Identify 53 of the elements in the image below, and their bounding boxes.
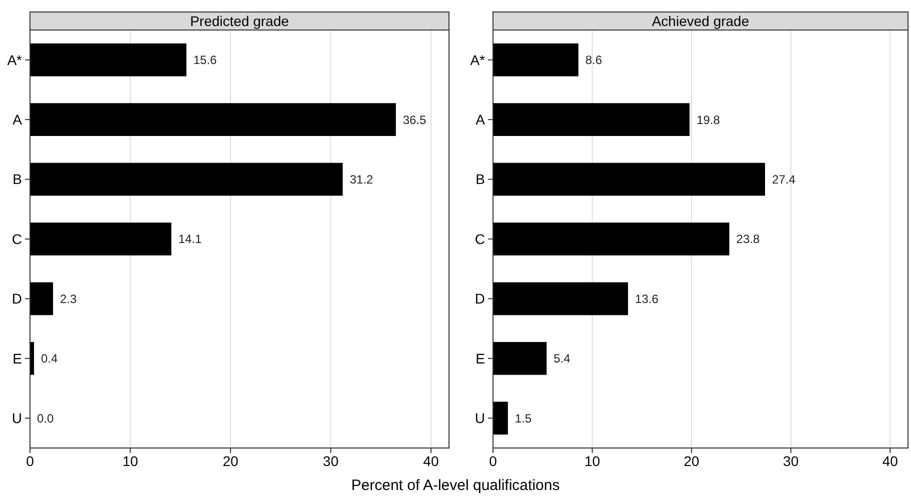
x-tick-label: 20 <box>222 453 238 469</box>
y-tick-label: C <box>474 230 485 247</box>
bar <box>493 43 578 76</box>
bar <box>30 162 343 196</box>
bar <box>493 222 730 256</box>
x-tick-label: 20 <box>684 453 700 469</box>
x-tick-label: 30 <box>783 453 799 469</box>
bar <box>493 162 766 196</box>
y-tick-label: D <box>12 290 22 307</box>
y-tick-label: B <box>476 171 485 188</box>
data-label: 5.4 <box>554 352 571 366</box>
bar <box>493 103 690 136</box>
data-label: 14.1 <box>178 232 202 246</box>
x-tick-label: 0 <box>26 453 34 469</box>
bar <box>30 103 396 136</box>
y-tick-label: A* <box>7 52 23 68</box>
data-label: 2.3 <box>60 292 78 306</box>
bar <box>493 282 628 316</box>
y-tick-label: A* <box>470 52 486 68</box>
bar <box>493 402 508 435</box>
data-label: 0.4 <box>41 352 58 366</box>
bar <box>30 222 172 256</box>
y-tick-label: A <box>476 111 486 128</box>
data-label: 15.6 <box>193 53 218 68</box>
x-tick-label: 40 <box>423 453 439 469</box>
x-tick-label: 40 <box>882 453 898 469</box>
x-axis-title: Percent of A-level qualifications <box>351 477 560 494</box>
x-tick-label: 30 <box>322 453 339 469</box>
y-tick-label: U <box>12 410 22 426</box>
x-tick-label: 0 <box>489 453 498 469</box>
chart-title: Achieved grade <box>652 12 750 29</box>
y-tick-label: E <box>12 350 22 366</box>
y-tick-label: U <box>474 410 485 426</box>
y-tick-label: B <box>12 171 22 188</box>
y-tick-label: A <box>12 111 23 128</box>
data-label: 31.2 <box>350 172 374 186</box>
data-label: 0.0 <box>37 411 54 426</box>
x-tick-label: 10 <box>122 453 138 469</box>
data-label: 13.6 <box>635 292 659 306</box>
data-label: 19.8 <box>696 112 720 127</box>
data-label: 1.5 <box>514 411 532 426</box>
data-label: 23.8 <box>736 232 760 246</box>
bar <box>30 43 186 76</box>
bar <box>493 342 547 375</box>
bar <box>30 282 54 316</box>
x-tick-label: 10 <box>584 453 600 469</box>
y-tick-label: C <box>12 230 22 247</box>
data-label: 8.6 <box>585 53 602 68</box>
data-label: 27.4 <box>772 172 796 186</box>
y-tick-label: D <box>474 290 485 307</box>
chart-title: Predicted grade <box>190 12 290 29</box>
data-label: 36.5 <box>402 112 427 127</box>
y-tick-label: E <box>476 350 485 366</box>
